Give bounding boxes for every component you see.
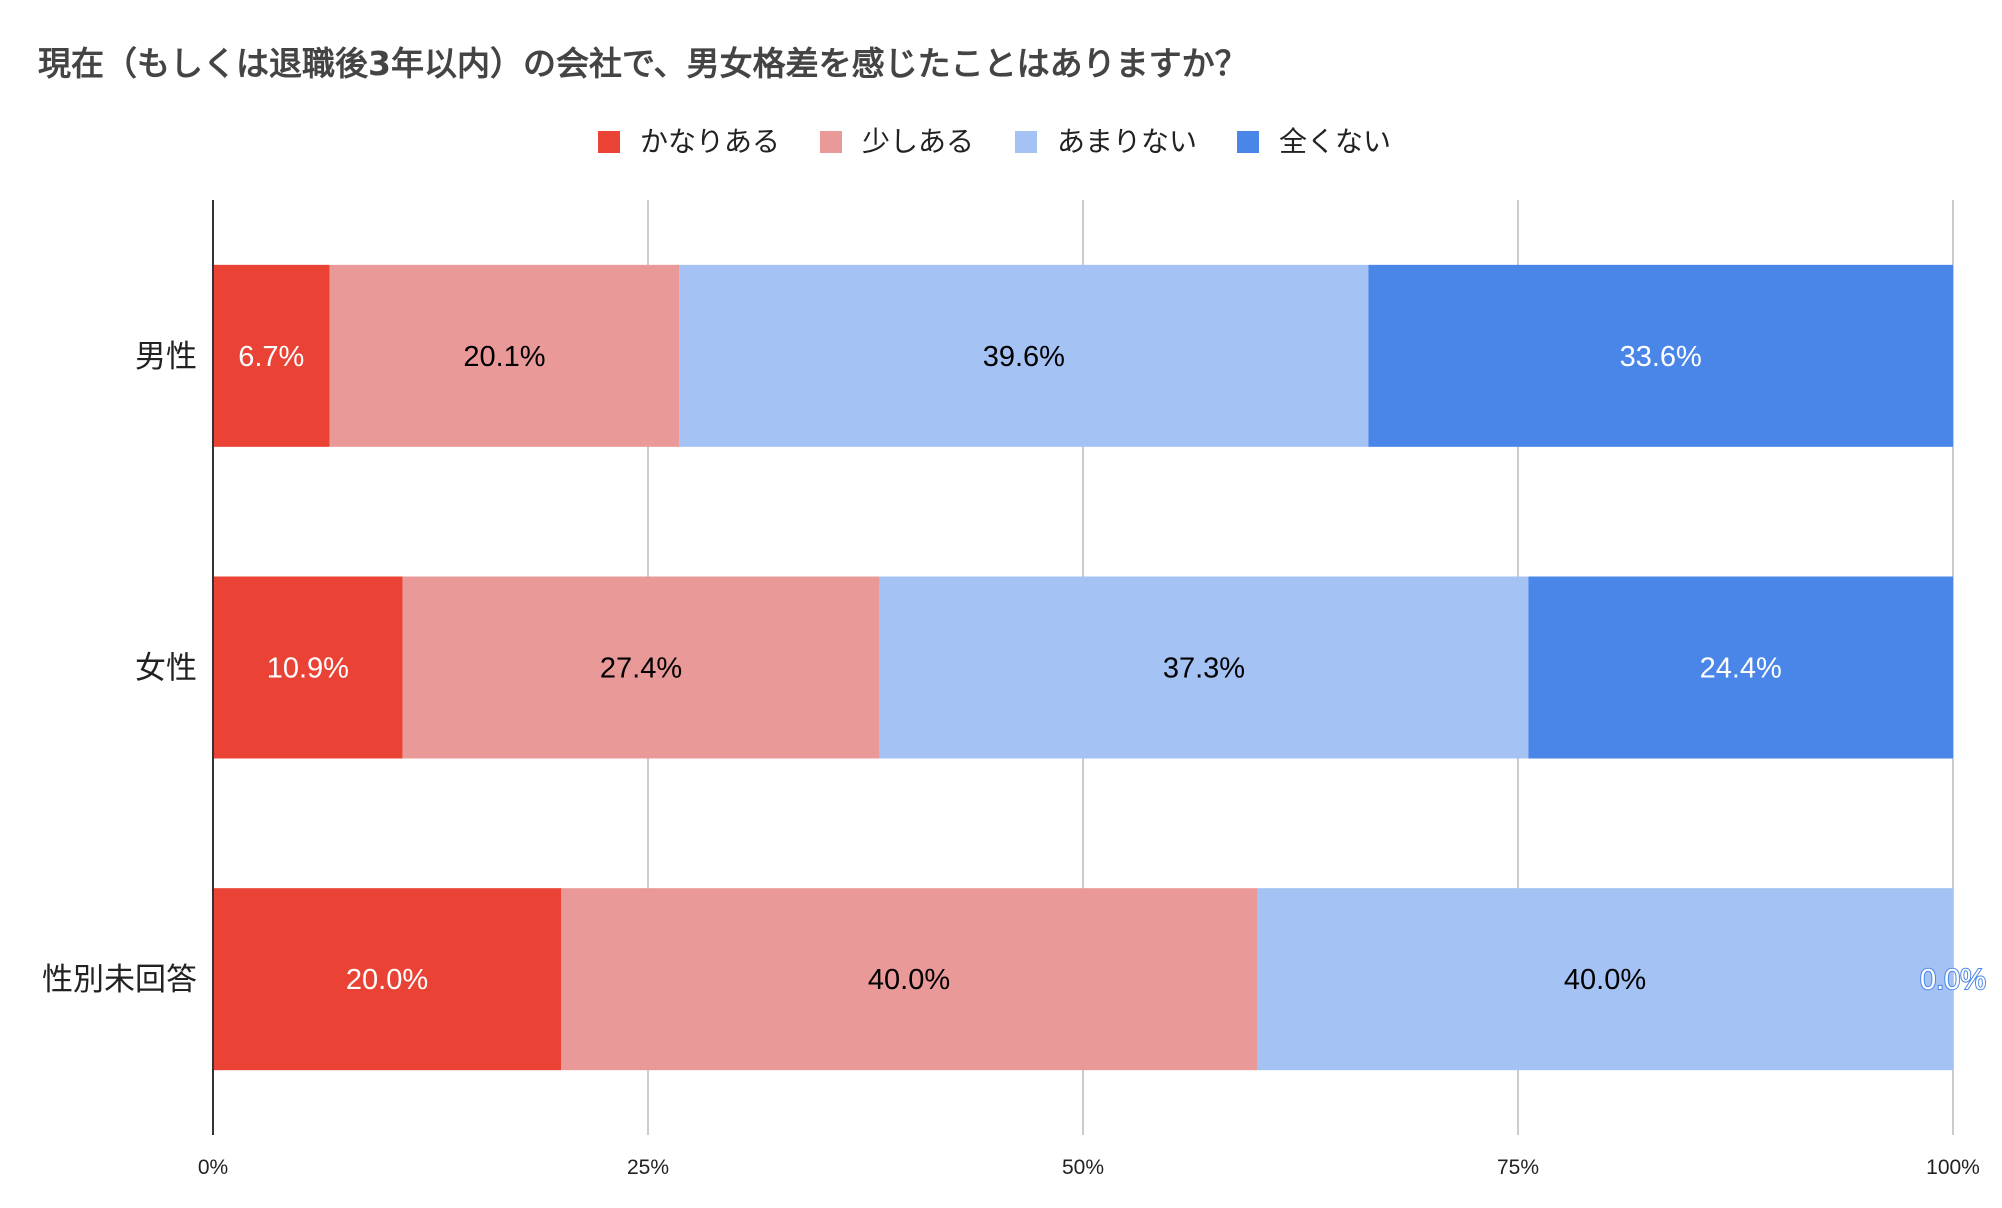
bar-segment (1528, 576, 1953, 759)
bars (213, 264, 1953, 1071)
x-tick-label: 0% (198, 1156, 228, 1179)
x-axis-tick-labels: 0% 25% 50% 75% 100% (198, 1156, 1980, 1179)
data-label: 40.0% (1564, 964, 1646, 996)
data-label: 40.0% (868, 964, 950, 996)
legend-swatch (598, 131, 620, 153)
legend-swatch (1237, 131, 1259, 153)
bar-segment (1368, 264, 1953, 447)
category-label: 性別未回答 (42, 962, 197, 998)
legend-label: 全くない (1279, 125, 1391, 158)
bar-segment (561, 888, 1257, 1071)
chart-title: 現在（もしくは退職後3年以内）の会社で、男女格差を感じたことはありますか？ (38, 44, 1248, 83)
data-label: 24.4% (1700, 653, 1782, 685)
legend-label: あまりない (1057, 125, 1197, 158)
data-label: 20.1% (463, 341, 545, 373)
data-label: 0.0% (1920, 964, 1986, 996)
bar-segment (213, 888, 561, 1071)
data-label: 33.6% (1620, 341, 1702, 373)
legend-label: 少しある (862, 125, 974, 158)
x-tick-label: 50% (1062, 1156, 1104, 1179)
data-label: 20.0% (346, 964, 428, 996)
x-tick-label: 25% (627, 1156, 669, 1179)
data-labels: 6.7% 20.1% 39.6% 33.6% 10.9% 27.4% 37.3% 24.4% 2… (238, 341, 1987, 997)
bar-segment (329, 264, 680, 447)
legend-swatch (1015, 131, 1037, 153)
data-label: 10.9% (267, 653, 349, 685)
legend-swatch (820, 131, 842, 153)
category-label: 男性 (135, 339, 197, 375)
data-label: 37.3% (1163, 653, 1245, 685)
data-label: 6.7% (238, 341, 304, 373)
data-label: 27.4% (600, 653, 682, 685)
bar-segment (1257, 888, 1953, 1071)
category-label: 女性 (135, 651, 197, 687)
legend: かなりある 少しある あまりない 全くない (598, 125, 1391, 158)
legend-label: かなりある (640, 125, 780, 158)
x-tick-label: 100% (1926, 1156, 1980, 1179)
bar-segment (213, 264, 330, 447)
bar-segment (402, 576, 880, 759)
bar-segment (213, 576, 403, 759)
x-tick-label: 75% (1497, 1156, 1539, 1179)
data-label: 39.6% (983, 341, 1065, 373)
bar-segment (879, 576, 1529, 759)
bar-segment (679, 264, 1369, 447)
